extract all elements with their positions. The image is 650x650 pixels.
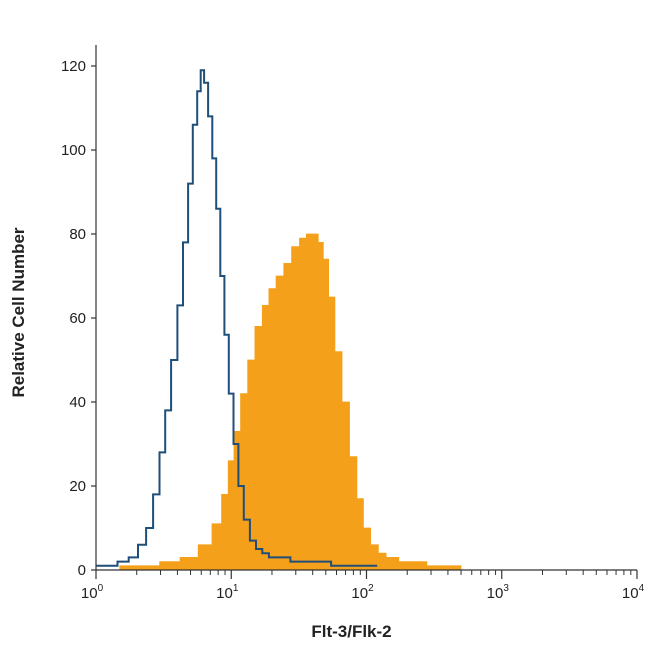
y-axis-ticks: 0 20 40 60 80 100 120 [61, 58, 96, 579]
y-tick-label: 40 [69, 394, 86, 411]
x-tick-label: 103 [487, 583, 510, 602]
filled-histogram-series [119, 233, 462, 571]
x-axis-ticks: 100 101 102 103 104 [81, 570, 645, 602]
x-tick-label: 101 [216, 583, 239, 602]
x-tick-label: 104 [622, 583, 645, 602]
y-tick-label: 20 [69, 478, 86, 495]
outline-histogram-series [96, 69, 378, 567]
x-tick-label: 100 [81, 583, 104, 602]
x-tick-exponent: 2 [368, 583, 374, 594]
y-axis-title: Relative Cell Number [9, 227, 28, 397]
x-tick-exponent: 1 [233, 583, 239, 594]
y-tick-label: 60 [69, 310, 86, 327]
y-tick-label: 120 [61, 58, 86, 75]
x-tick-exponent: 4 [639, 583, 645, 594]
y-tick-label: 100 [61, 142, 86, 159]
y-tick-label: 0 [78, 562, 86, 579]
x-tick-exponent: 0 [98, 583, 104, 594]
x-tick-exponent: 3 [503, 583, 509, 594]
x-axis-title: Flt-3/Flk-2 [311, 622, 391, 641]
plot-area [96, 69, 462, 571]
x-tick-label: 102 [351, 583, 374, 602]
y-tick-label: 80 [69, 226, 86, 243]
